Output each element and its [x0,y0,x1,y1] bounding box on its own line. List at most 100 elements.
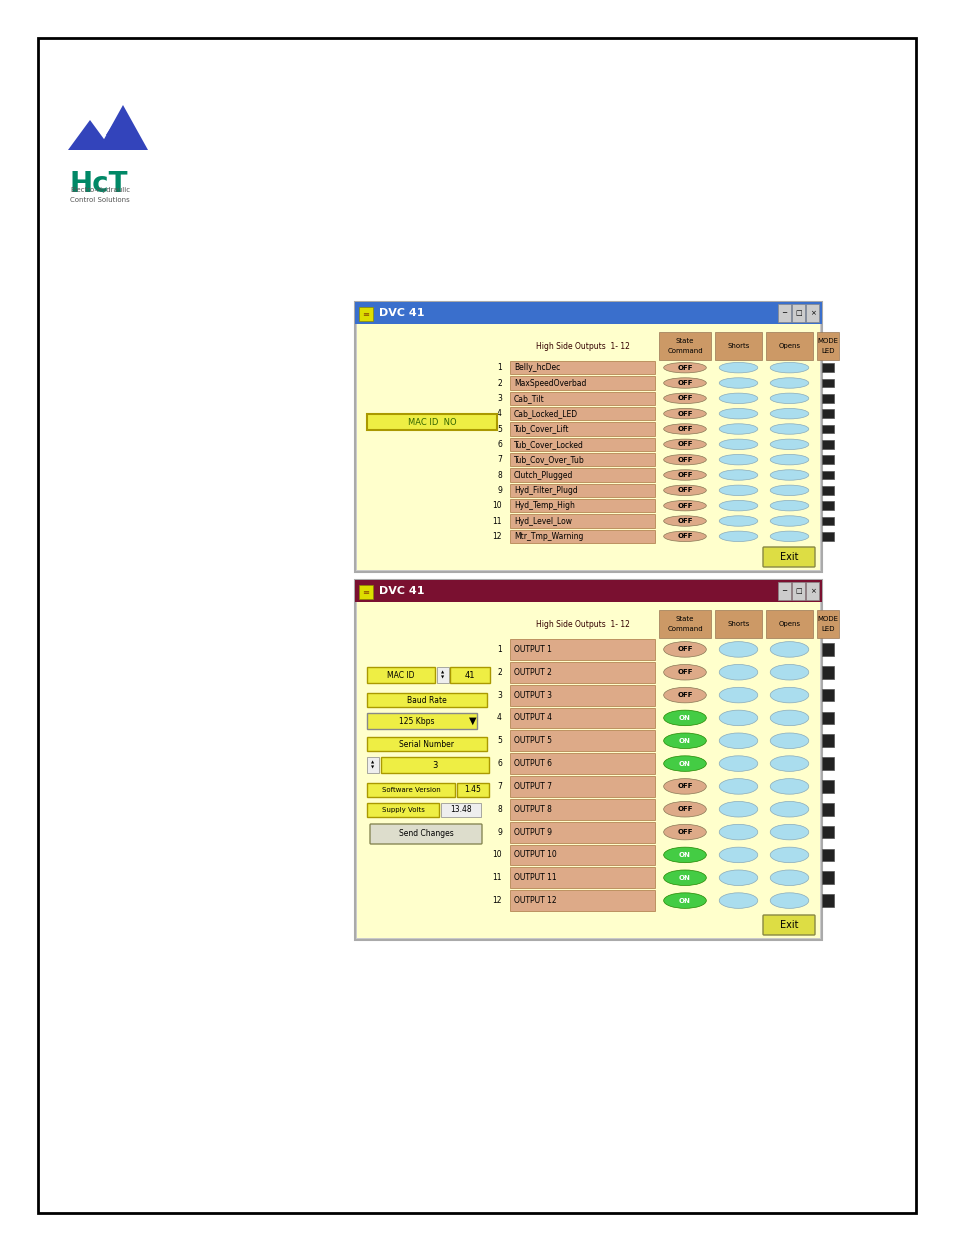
Text: OFF: OFF [677,395,692,401]
Ellipse shape [663,778,705,794]
Bar [510,408,655,420]
Ellipse shape [769,778,808,794]
Ellipse shape [663,642,705,657]
Text: OFF: OFF [677,503,692,509]
Ellipse shape [769,440,808,450]
Text: Belly_hcDec: Belly_hcDec [514,363,559,372]
Bar [821,757,833,769]
Text: OUTPUT 8: OUTPUT 8 [514,805,551,814]
Text: Hyd_Filter_Plugd: Hyd_Filter_Plugd [514,485,578,495]
Bar [367,757,378,773]
Text: MODE: MODE [817,616,838,622]
Text: Opens: Opens [778,343,800,350]
Text: OFF: OFF [677,783,692,789]
Text: 7: 7 [497,456,501,464]
Text: OFF: OFF [677,646,692,652]
Bar [510,753,655,774]
FancyBboxPatch shape [370,824,481,844]
Ellipse shape [769,409,808,419]
Text: OUTPUT 5: OUTPUT 5 [514,736,552,745]
Text: State: State [675,616,694,622]
Bar [821,532,833,541]
Ellipse shape [663,688,705,703]
Bar [367,803,438,818]
Text: 3: 3 [497,394,501,403]
Text: ─: ─ [781,588,786,594]
Bar [821,363,833,372]
Text: OFF: OFF [677,806,692,813]
Text: Command: Command [666,348,702,353]
Text: ON: ON [679,737,690,743]
Ellipse shape [769,469,808,480]
Bar [358,585,373,599]
Text: 8: 8 [497,471,501,479]
Bar [510,821,655,842]
Ellipse shape [663,824,705,840]
Bar [765,332,812,359]
Text: OFF: OFF [677,534,692,540]
Bar [380,757,489,773]
Ellipse shape [719,642,757,657]
Text: OUTPUT 11: OUTPUT 11 [514,873,556,882]
Text: OFF: OFF [677,669,692,676]
Text: 41: 41 [464,671,475,679]
Ellipse shape [719,454,757,464]
Bar [821,803,833,815]
Text: Baud Rate: Baud Rate [407,695,446,704]
Text: HcT: HcT [70,170,129,198]
Text: 9: 9 [497,485,501,495]
Ellipse shape [663,847,705,863]
Text: ─: ─ [781,310,786,316]
Bar [765,610,812,638]
Text: OFF: OFF [677,488,692,493]
Text: Hyd_Temp_High: Hyd_Temp_High [514,501,575,510]
Ellipse shape [663,802,705,818]
Text: OFF: OFF [677,472,692,478]
Text: ON: ON [679,874,690,881]
Ellipse shape [769,393,808,404]
Text: OFF: OFF [677,380,692,387]
Ellipse shape [719,378,757,388]
Text: ▲
▼: ▲ ▼ [371,761,375,769]
Bar [714,610,761,638]
Bar [805,304,818,322]
Bar [821,471,833,479]
Text: ON: ON [679,761,690,767]
Text: 125 Kbps: 125 Kbps [399,716,435,725]
Text: OUTPUT 1: OUTPUT 1 [514,645,551,653]
Ellipse shape [769,688,808,703]
Bar [436,667,449,683]
Text: OFF: OFF [677,692,692,698]
Bar [821,410,833,417]
Ellipse shape [663,664,705,680]
Bar [510,867,655,888]
Text: Electro-Hydraulic: Electro-Hydraulic [70,186,130,193]
Bar [821,440,833,448]
Bar [816,610,838,638]
Ellipse shape [719,756,757,772]
Text: OUTPUT 3: OUTPUT 3 [514,690,552,699]
Ellipse shape [663,469,705,480]
Ellipse shape [663,734,705,748]
Text: □: □ [795,588,801,594]
Bar [510,708,655,729]
Bar [450,667,490,683]
Ellipse shape [663,454,705,464]
Bar [356,324,820,571]
Text: ON: ON [679,715,690,721]
Text: OUTPUT 6: OUTPUT 6 [514,760,552,768]
Ellipse shape [769,802,808,818]
Text: Serial Number: Serial Number [399,740,454,748]
Text: 12: 12 [492,897,501,905]
Bar [821,735,833,747]
Ellipse shape [663,362,705,373]
Ellipse shape [719,393,757,404]
Text: OUTPUT 12: OUTPUT 12 [514,897,556,905]
Text: Tub_Cov_Over_Tub: Tub_Cov_Over_Tub [514,456,584,464]
Ellipse shape [769,424,808,435]
Text: MAC ID  NO: MAC ID NO [407,417,456,426]
Bar [510,530,655,543]
Ellipse shape [719,688,757,703]
Polygon shape [98,105,148,149]
Text: LED: LED [821,348,834,353]
